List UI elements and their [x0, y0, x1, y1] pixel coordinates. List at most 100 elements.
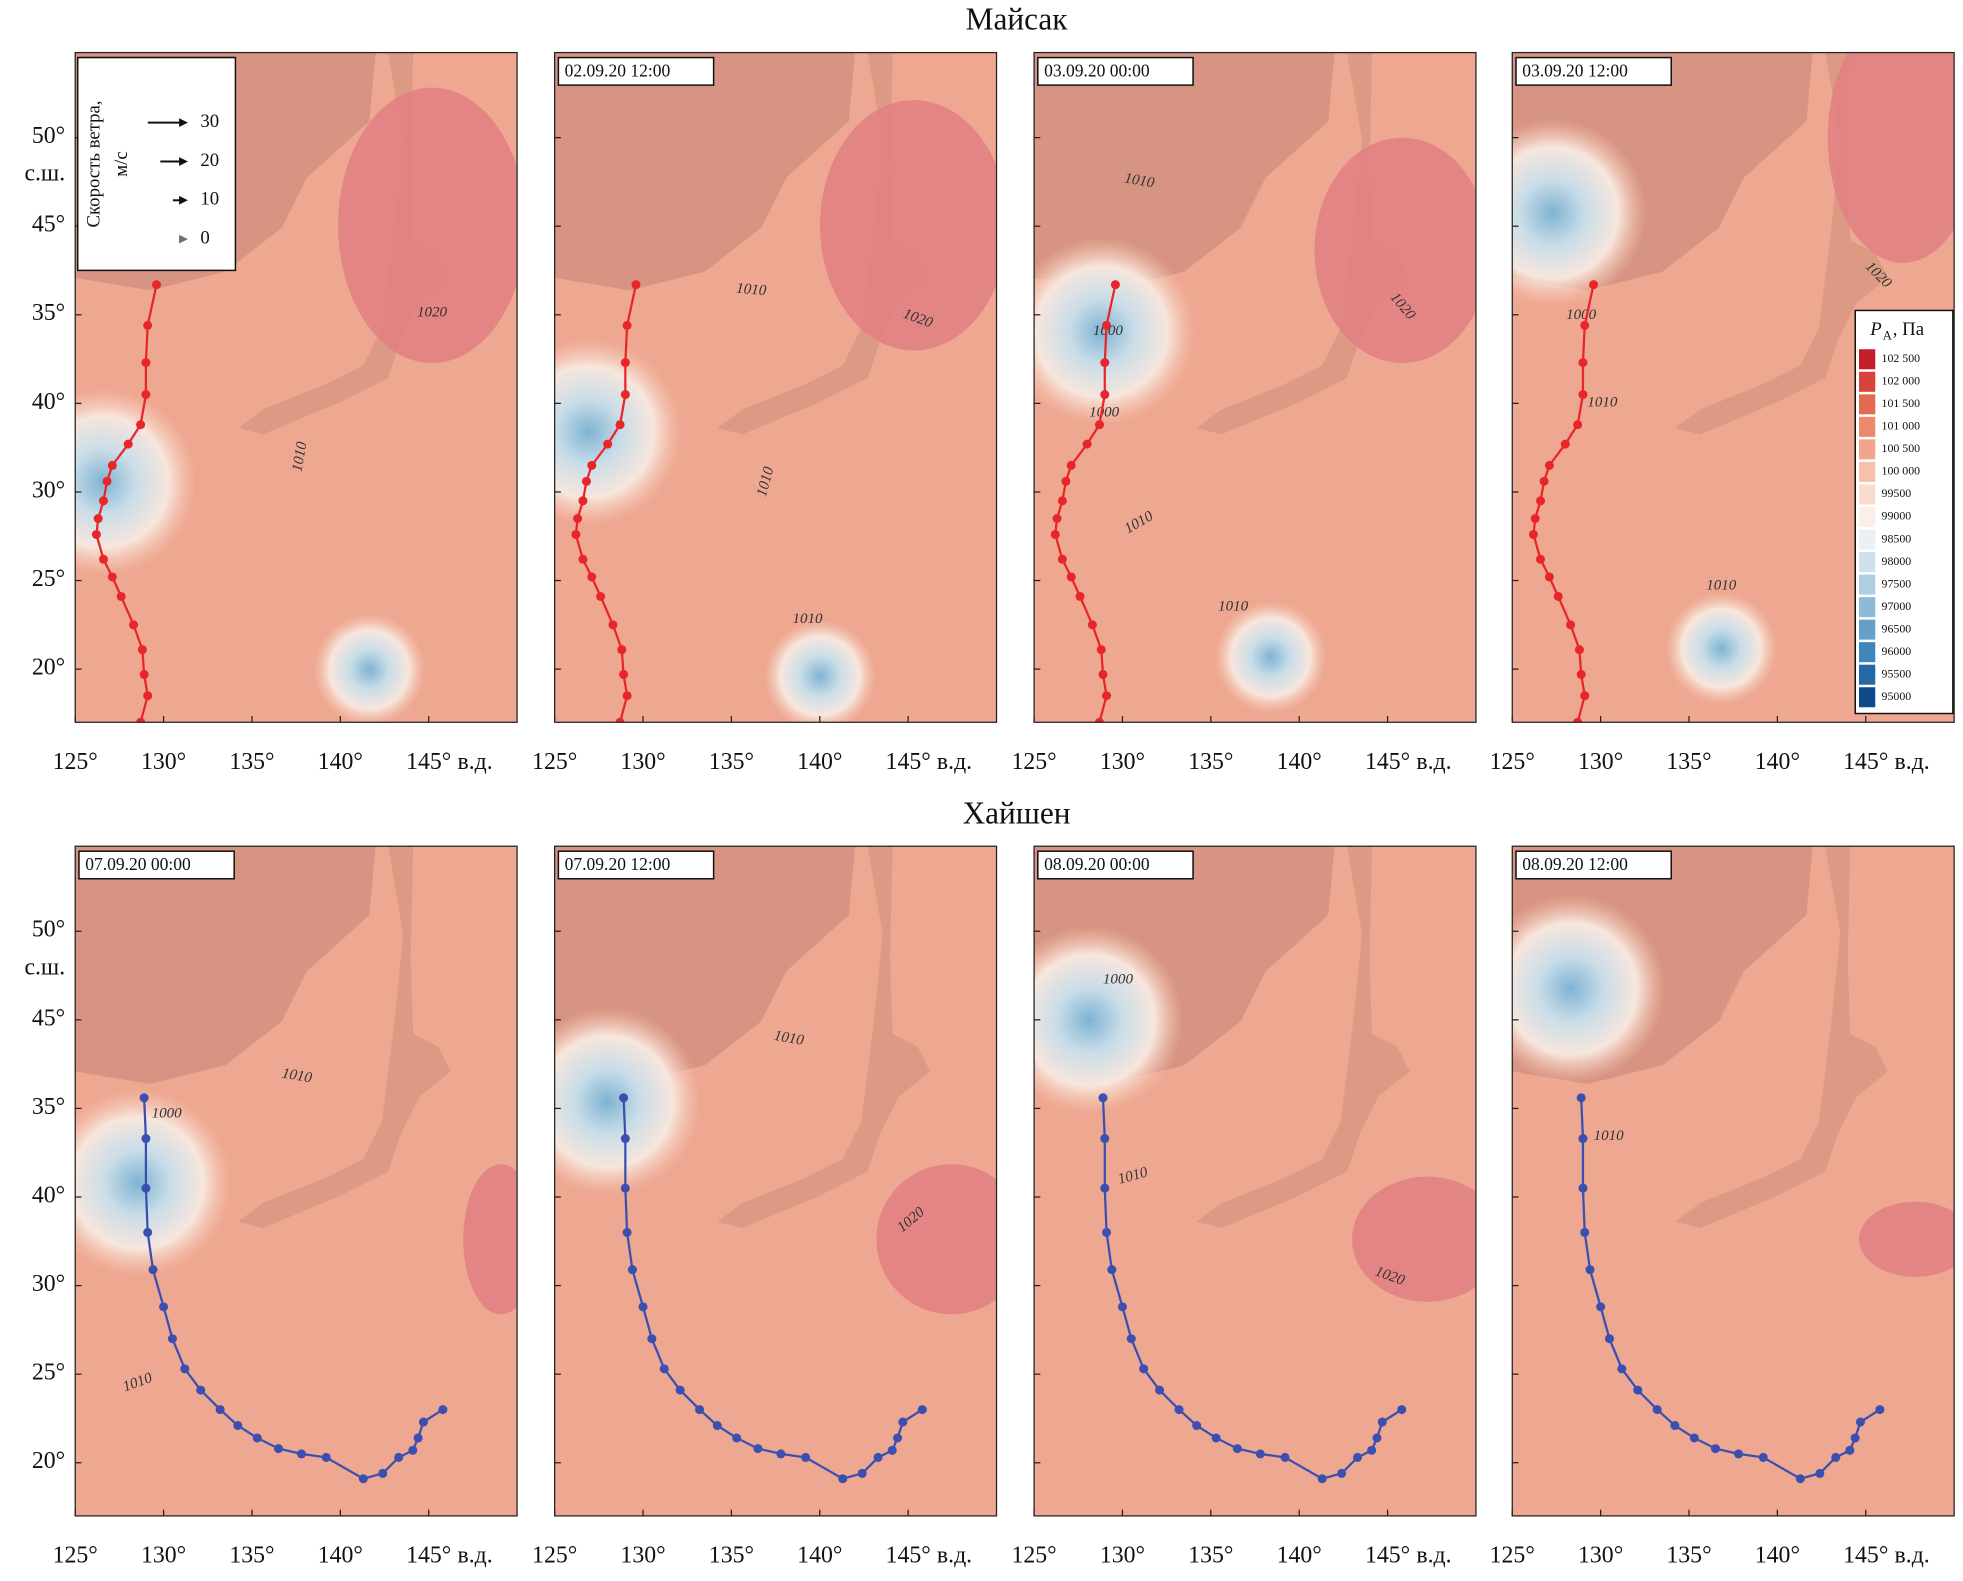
track-point	[1117, 1302, 1127, 1312]
track-point	[1102, 320, 1112, 330]
pressure-legend-symbol: P	[1869, 319, 1881, 340]
typhoon-track	[1580, 1097, 1881, 1480]
track-point	[1100, 390, 1110, 400]
y-tick-label: 45°	[32, 212, 65, 238]
panel-label-box	[557, 850, 715, 880]
track-point	[596, 591, 606, 601]
panel-label-box	[557, 56, 715, 86]
row-title: Майсак	[966, 2, 1069, 37]
track-point	[1576, 1093, 1586, 1103]
low-pressure	[1214, 600, 1327, 714]
track-point	[571, 529, 581, 539]
pressure-swatch	[1858, 416, 1876, 437]
track-point	[659, 1364, 669, 1374]
pressure-level-label: 98500	[1882, 531, 1912, 545]
pressure-level-label: 100 000	[1882, 464, 1921, 478]
track-point	[578, 554, 588, 564]
high-pressure	[820, 100, 997, 351]
panel-frame	[74, 845, 518, 1517]
panel-label-box	[1037, 56, 1194, 86]
track-point	[141, 358, 151, 368]
track-point	[1107, 1265, 1117, 1275]
y-tick-label: 25°	[32, 1360, 65, 1386]
track-point	[1573, 717, 1583, 723]
wind-legend-value: 0	[200, 227, 209, 248]
y-tick-label: 50°	[32, 123, 65, 149]
high-pressure	[876, 1164, 997, 1315]
track-point	[1539, 476, 1549, 486]
low-pressure	[1034, 926, 1184, 1115]
track-point	[622, 1227, 632, 1237]
low-pressure	[763, 619, 877, 723]
x-tick-label: 130°	[141, 1543, 186, 1569]
track-point	[801, 1452, 811, 1462]
track-point	[675, 1385, 685, 1395]
wind-legend-title: м/с	[111, 151, 132, 176]
track-point	[1536, 554, 1546, 564]
track-point	[1367, 1445, 1377, 1455]
track-point	[753, 1444, 763, 1454]
pressure-swatch	[1858, 529, 1876, 550]
track-point	[1589, 280, 1599, 290]
low-pressure	[554, 338, 683, 526]
track-point	[93, 514, 103, 524]
contour-label: 1010	[1706, 577, 1737, 593]
x-tick-label: 140°	[1277, 1543, 1322, 1569]
panel-label: 02.09.20 12:00	[565, 61, 671, 81]
track-point	[1795, 1474, 1805, 1484]
track-point	[578, 496, 588, 506]
track-point	[1087, 620, 1097, 630]
panel-label: 07.09.20 00:00	[85, 854, 191, 874]
track-point	[776, 1449, 786, 1459]
high-pressure	[1352, 1176, 1476, 1302]
track-point	[1850, 1433, 1860, 1443]
track-point	[1126, 1334, 1136, 1344]
track-point	[98, 496, 108, 506]
high-pressure	[1314, 137, 1476, 363]
x-tick-label: 140°	[318, 1543, 363, 1569]
pressure-swatch	[1858, 371, 1876, 392]
pressure-level-label: 98000	[1882, 554, 1912, 568]
pressure-level-label: 99000	[1882, 509, 1912, 523]
track-point	[1155, 1385, 1165, 1395]
track-point	[1578, 390, 1588, 400]
track-point	[1578, 358, 1588, 368]
x-tick-label: 140°	[318, 749, 363, 775]
track-point	[1633, 1385, 1643, 1395]
track-point	[1875, 1405, 1885, 1415]
x-tick-label: 145°	[886, 1543, 931, 1569]
x-unit: в.д.	[937, 1543, 972, 1569]
track-point	[608, 620, 618, 630]
land-japan	[717, 846, 931, 1228]
pressure-level-label: 102 500	[1882, 351, 1921, 365]
low-pressure	[75, 388, 197, 576]
track-point	[1102, 1227, 1112, 1237]
contour-label: 1000	[1566, 307, 1597, 323]
pressure-swatch	[1858, 506, 1876, 527]
land-japan	[1674, 52, 1888, 435]
track-point	[1057, 496, 1067, 506]
y-tick-label: 25°	[32, 566, 65, 592]
x-tick-label: 140°	[1755, 749, 1800, 775]
x-tick-label: 125°	[53, 1543, 98, 1569]
track-point	[358, 1474, 368, 1484]
panel-frame	[1033, 51, 1477, 723]
track-point	[137, 645, 147, 655]
track-point	[1604, 1334, 1614, 1344]
track-point	[296, 1449, 306, 1459]
panel-frame	[1033, 845, 1477, 1517]
y-tick-label: 35°	[32, 1094, 65, 1120]
track-point	[136, 420, 146, 430]
pressure-swatch	[1858, 597, 1876, 618]
panel-label: 07.09.20 12:00	[565, 854, 671, 874]
track-point	[1711, 1444, 1721, 1454]
panel-label-box	[1037, 850, 1194, 880]
typhoon-track	[622, 1097, 923, 1480]
contour-label: 1010	[1587, 395, 1618, 411]
track-point	[1733, 1449, 1744, 1459]
y-tick-label: 20°	[32, 1448, 65, 1474]
wind-arrow-head	[179, 234, 188, 244]
pressure-swatch	[1858, 664, 1876, 685]
